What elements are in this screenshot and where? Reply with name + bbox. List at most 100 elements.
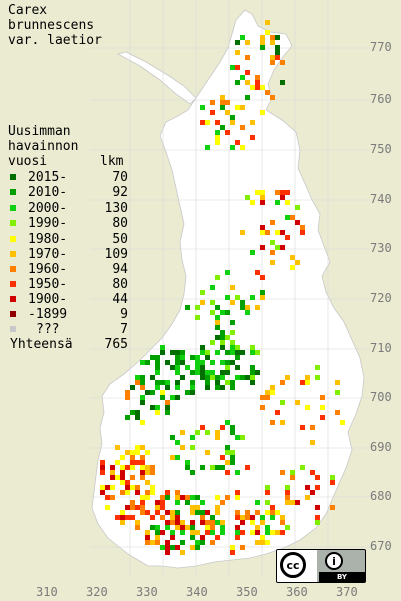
observation-square: [280, 520, 285, 525]
legend-label: 1900-: [28, 292, 68, 307]
observation-square: [200, 290, 205, 295]
observation-square: [100, 465, 105, 470]
observation-square: [210, 375, 215, 380]
observation-square: [275, 35, 280, 40]
observation-square: [230, 430, 235, 435]
observation-square: [205, 430, 210, 435]
y-tick: 690: [370, 440, 392, 454]
observation-square: [250, 200, 255, 205]
observation-square: [140, 455, 145, 460]
observation-square: [240, 515, 245, 520]
observation-square: [220, 455, 225, 460]
observation-square: [240, 300, 245, 305]
observation-square: [270, 530, 275, 535]
legend-col-year: vuosi: [8, 154, 48, 169]
x-tick: 330: [136, 585, 158, 599]
cc-by-license-badge[interactable]: cc i BY: [276, 549, 366, 583]
observation-square: [240, 35, 245, 40]
observation-square: [135, 490, 140, 495]
observation-square: [210, 100, 215, 105]
observation-square: [175, 510, 180, 515]
observation-square: [290, 470, 295, 475]
observation-square: [265, 390, 270, 395]
observation-square: [200, 345, 205, 350]
observation-square: [310, 440, 315, 445]
observation-square: [260, 230, 265, 235]
observation-square: [205, 525, 210, 530]
observation-square: [135, 450, 140, 455]
observation-square: [215, 140, 220, 145]
observation-square: [140, 375, 145, 380]
observation-square: [260, 520, 265, 525]
observation-square: [160, 380, 165, 385]
observation-square: [255, 530, 260, 535]
observation-square: [175, 380, 180, 385]
observation-square: [250, 345, 255, 350]
observation-square: [135, 445, 140, 450]
observation-square: [235, 40, 240, 45]
observation-square: [165, 540, 170, 545]
observation-square: [155, 360, 160, 365]
observation-square: [215, 510, 220, 515]
observation-square: [225, 460, 230, 465]
observation-square: [260, 245, 265, 250]
observation-square: [250, 350, 255, 355]
observation-square: [135, 505, 140, 510]
observation-square: [300, 380, 305, 385]
observation-square: [330, 505, 335, 510]
observation-square: [150, 355, 155, 360]
observation-square: [255, 190, 260, 195]
observation-square: [245, 310, 250, 315]
observation-square: [280, 530, 285, 535]
legend-col-count: lkm: [100, 154, 124, 169]
observation-square: [235, 295, 240, 300]
observation-square: [265, 485, 270, 490]
observation-square: [155, 500, 160, 505]
observation-square: [225, 420, 230, 425]
observation-square: [230, 285, 235, 290]
observation-square: [210, 310, 215, 315]
observation-square: [110, 465, 115, 470]
observation-square: [155, 380, 160, 385]
observation-square: [265, 395, 270, 400]
legend-count: 92: [112, 185, 128, 200]
observation-square: [110, 470, 115, 475]
legend-swatch: [10, 296, 16, 302]
legend-heading-2: havainnon: [8, 139, 79, 154]
observation-square: [320, 395, 325, 400]
observation-square: [260, 405, 265, 410]
observation-square: [260, 540, 265, 545]
observation-square: [235, 80, 240, 85]
observation-square: [130, 460, 135, 465]
observation-square: [155, 535, 160, 540]
y-tick: 720: [370, 291, 392, 305]
observation-square: [250, 370, 255, 375]
observation-square: [285, 235, 290, 240]
observation-square: [220, 425, 225, 430]
legend-swatch: [10, 205, 16, 211]
observation-square: [175, 360, 180, 365]
observation-square: [155, 505, 160, 510]
cc-icon: cc: [280, 552, 306, 578]
observation-square: [270, 515, 275, 520]
observation-square: [190, 470, 195, 475]
observation-square: [275, 410, 280, 415]
observation-square: [225, 270, 230, 275]
observation-square: [225, 450, 230, 455]
observation-square: [165, 360, 170, 365]
observation-square: [270, 510, 275, 515]
observation-square: [230, 380, 235, 385]
observation-square: [170, 520, 175, 525]
observation-square: [310, 425, 315, 430]
observation-square: [260, 535, 265, 540]
observation-square: [280, 420, 285, 425]
observation-square: [205, 450, 210, 455]
observation-square: [240, 530, 245, 535]
y-tick: 730: [370, 241, 392, 255]
observation-square: [120, 480, 125, 485]
observation-square: [195, 540, 200, 545]
observation-square: [190, 505, 195, 510]
observation-square: [195, 545, 200, 550]
observation-square: [210, 370, 215, 375]
